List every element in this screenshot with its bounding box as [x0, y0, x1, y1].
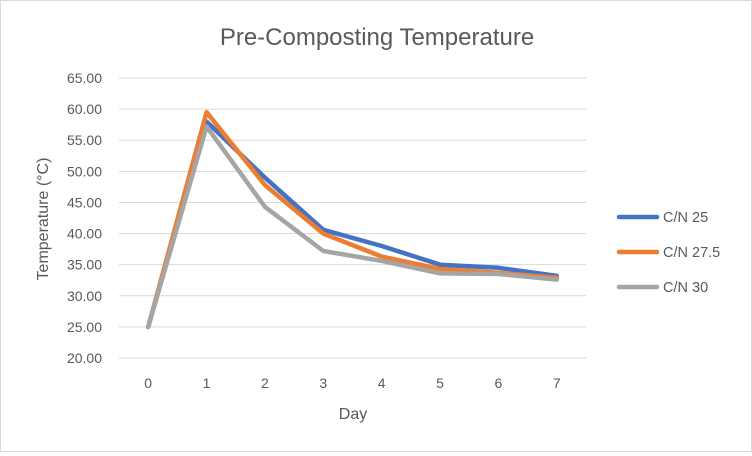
- y-tick-label: 30.00: [67, 288, 102, 304]
- y-tick-label: 50.00: [67, 163, 102, 179]
- legend-label: C/N 27.5: [663, 245, 720, 261]
- legend: C/N 25 C/N 27.5 C/N 30: [616, 210, 720, 296]
- x-tick-label: 5: [436, 375, 444, 391]
- x-tick-label: 6: [495, 375, 503, 391]
- series-line: [145, 109, 560, 330]
- chart-title: Pre-Composting Temperature: [220, 24, 534, 51]
- gridlines: [119, 77, 586, 359]
- y-tick-label: 20.00: [67, 350, 102, 366]
- y-tick-label: 40.00: [67, 226, 102, 242]
- x-axis-tick-labels: 0 1 2 3 4 5 6 7: [144, 375, 561, 391]
- y-tick-label: 65.00: [67, 70, 102, 86]
- x-tick-label: 4: [378, 375, 386, 391]
- x-tick-label: 3: [319, 375, 327, 391]
- x-tick-label: 2: [261, 375, 269, 391]
- y-tick-label: 25.00: [67, 319, 102, 335]
- legend-label: C/N 25: [663, 210, 708, 226]
- series-lines: [145, 109, 560, 330]
- y-tick-label: 35.00: [67, 257, 102, 273]
- y-tick-label: 45.00: [67, 194, 102, 210]
- y-tick-label: 60.00: [67, 101, 102, 117]
- y-tick-label: 55.00: [67, 132, 102, 148]
- x-tick-label: 7: [553, 375, 561, 391]
- y-axis-tick-labels: 20.00 25.00 30.00 35.00 40.00 45.00 50.00 55.00…: [67, 70, 102, 366]
- y-axis-label: Temperature (°C): [35, 158, 52, 281]
- x-tick-label: 1: [203, 375, 211, 391]
- series-line: [145, 124, 560, 330]
- x-axis-label: Day: [339, 406, 367, 423]
- series-line: [145, 119, 560, 330]
- x-tick-label: 0: [144, 375, 152, 391]
- legend-label: C/N 30: [663, 280, 708, 296]
